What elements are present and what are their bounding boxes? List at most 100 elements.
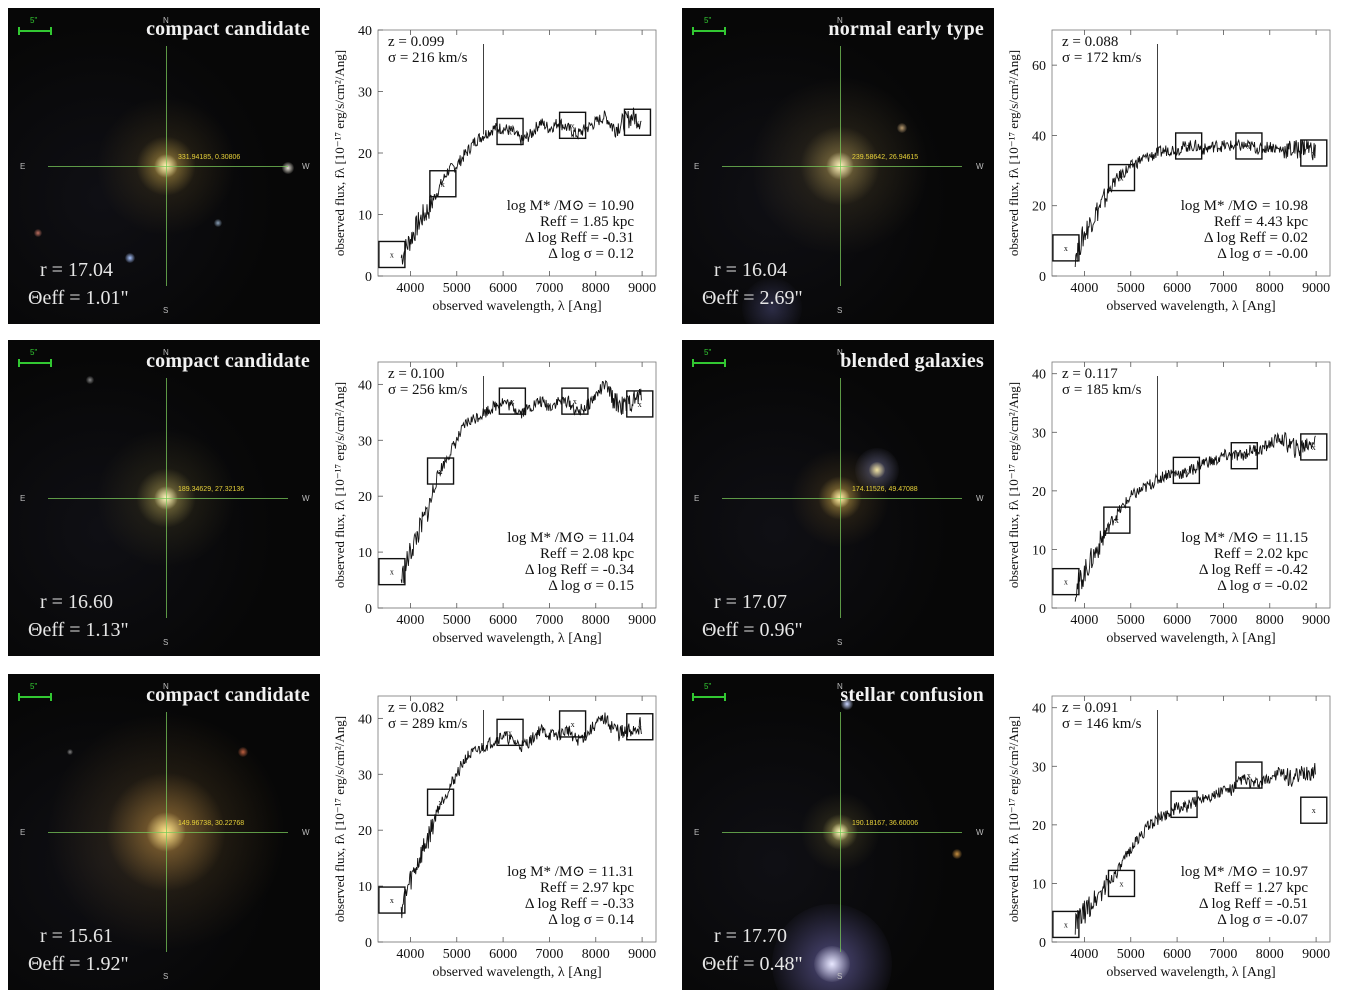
photometry-point: x bbox=[1182, 800, 1186, 809]
photometry-point: x bbox=[1184, 466, 1188, 475]
photometry-point: x bbox=[508, 127, 512, 136]
delta-log-reff-label: Δ log Reff = 0.02 bbox=[1204, 230, 1308, 246]
coordinates-label: 331.94185, 0.30806 bbox=[178, 154, 241, 161]
photometry-point: x bbox=[1312, 806, 1316, 815]
magnitude-label: r = 16.60 bbox=[40, 591, 113, 613]
y-tick-label: 40 bbox=[1032, 368, 1046, 383]
delta-log-sigma-label: Δ log σ = -0.07 bbox=[1217, 912, 1308, 928]
x-tick-label: 4000 bbox=[396, 947, 424, 962]
effective-radius-kpc-label: Reff = 4.43 kpc bbox=[1214, 214, 1308, 230]
x-tick-label: 9000 bbox=[1302, 947, 1330, 962]
x-tick-label: 9000 bbox=[628, 947, 656, 962]
galaxy-image-panel: 5" N S E W 149.96738, 30.22768 compact candida… bbox=[8, 674, 320, 990]
x-tick-label: 6000 bbox=[1163, 613, 1191, 628]
x-tick-label: 7000 bbox=[535, 947, 563, 962]
effective-radius-kpc-label: Reff = 2.08 kpc bbox=[540, 546, 634, 562]
photometry-point: x bbox=[390, 896, 394, 905]
compass-s: S bbox=[837, 306, 843, 315]
x-tick-label: 7000 bbox=[1209, 947, 1237, 962]
coordinates-label: 239.58642, 26.94615 bbox=[852, 154, 919, 161]
field-object bbox=[86, 376, 94, 384]
x-tick-label: 5000 bbox=[443, 947, 471, 962]
photometry-box bbox=[429, 170, 457, 198]
delta-log-reff-label: Δ log Reff = -0.51 bbox=[1199, 896, 1308, 912]
spectrum-chart: 4000 5000 6000 7000 8000 9000 0 10 20 30 40 x x x x x z … bbox=[332, 24, 657, 314]
delta-log-reff-label: Δ log Reff = -0.34 bbox=[525, 562, 635, 578]
crosshair-horizontal bbox=[48, 832, 288, 833]
x-tick-label: 8000 bbox=[1256, 947, 1284, 962]
spectrum-line bbox=[1074, 431, 1316, 602]
delta-log-sigma-label: Δ log σ = -0.02 bbox=[1217, 578, 1308, 594]
x-tick-label: 6000 bbox=[489, 947, 517, 962]
photometry-point: x bbox=[1120, 879, 1124, 888]
photometry-point: x bbox=[571, 121, 575, 130]
crosshair-horizontal bbox=[722, 832, 962, 833]
x-tick-label: 8000 bbox=[582, 281, 610, 296]
photometry-box bbox=[623, 108, 652, 136]
x-tick-label: 7000 bbox=[1209, 281, 1237, 296]
scale-label: 5" bbox=[704, 348, 712, 357]
compass-e: E bbox=[20, 162, 26, 171]
magnitude-label: r = 16.04 bbox=[714, 259, 787, 281]
panel-title: normal early type bbox=[828, 18, 984, 40]
velocity-dispersion-label: σ = 185 km/s bbox=[1062, 382, 1142, 398]
photometry-point: x bbox=[1064, 244, 1068, 253]
scale-bar bbox=[692, 693, 726, 701]
magnitude-label: r = 15.61 bbox=[40, 925, 113, 947]
photometry-box bbox=[626, 713, 654, 741]
photometry-point: x bbox=[390, 568, 394, 577]
redshift-label: z = 0.099 bbox=[388, 34, 444, 50]
compass-n: N bbox=[163, 682, 169, 691]
photometry-box bbox=[1230, 442, 1258, 470]
photometry-point: x bbox=[1312, 149, 1316, 158]
y-tick-label: 10 bbox=[358, 880, 372, 895]
compass-n: N bbox=[163, 348, 169, 357]
photometry-point: x bbox=[571, 720, 575, 729]
x-tick-label: 8000 bbox=[582, 947, 610, 962]
effective-radius-label: Θeff = 2.69" bbox=[702, 287, 803, 309]
field-object bbox=[869, 462, 885, 478]
photometry-point: x bbox=[441, 180, 445, 189]
x-axis-label: observed wavelength, λ [Ang] bbox=[1106, 631, 1275, 646]
photometry-point: x bbox=[390, 250, 394, 259]
photometry-box bbox=[426, 457, 455, 485]
compass-s: S bbox=[163, 638, 169, 647]
photometry-point: x bbox=[573, 397, 577, 406]
photometry-box bbox=[378, 886, 406, 914]
field-object bbox=[67, 749, 73, 755]
y-axis-label: observed flux, fλ [10⁻¹⁷ erg/s/cm²/Ang] bbox=[1006, 382, 1021, 588]
photometry-box bbox=[378, 240, 406, 269]
field-object bbox=[841, 698, 853, 710]
x-tick-label: 4000 bbox=[396, 613, 424, 628]
compass-e: E bbox=[20, 828, 26, 837]
photometry-box bbox=[1107, 869, 1136, 898]
spectrum-plot-panel: 4000 5000 6000 7000 8000 9000 0 10 20 30 40 x x x x x z … bbox=[1000, 680, 1336, 996]
coordinates-label: 149.96738, 30.22768 bbox=[178, 820, 245, 827]
y-tick-label: 10 bbox=[358, 209, 372, 224]
photometry-box bbox=[1300, 433, 1328, 461]
x-axis-label: observed wavelength, λ [Ang] bbox=[1106, 965, 1275, 980]
photometry-box bbox=[1107, 163, 1136, 192]
y-tick-label: 20 bbox=[358, 824, 372, 839]
field-object bbox=[814, 946, 850, 982]
y-tick-label: 40 bbox=[358, 24, 372, 39]
photometry-box bbox=[426, 788, 455, 816]
compass-w: W bbox=[976, 828, 984, 837]
effective-radius-kpc-label: Reff = 2.02 kpc bbox=[1214, 546, 1308, 562]
galaxy-image-panel: 5" N S E W 174.11526, 49.47088 blended galaxie… bbox=[682, 340, 994, 656]
stellar-mass-label: log M* /M⊙ = 11.15 bbox=[1181, 530, 1308, 546]
y-tick-label: 30 bbox=[358, 434, 372, 449]
y-axis-label: observed flux, fλ [10⁻¹⁷ erg/s/cm²/Ang] bbox=[332, 382, 347, 588]
y-tick-label: 30 bbox=[358, 768, 372, 783]
stellar-mass-label: log M* /M⊙ = 10.97 bbox=[1181, 864, 1309, 880]
spectrum-plot-panel: 4000 5000 6000 7000 8000 9000 0 20 40 60 x x x x x z = … bbox=[1000, 14, 1336, 330]
y-tick-label: 0 bbox=[1039, 602, 1046, 617]
photometry-point: x bbox=[1242, 452, 1246, 461]
magnitude-label: r = 17.07 bbox=[714, 591, 787, 613]
x-tick-label: 9000 bbox=[628, 281, 656, 296]
spectrum-plot-panel: 4000 5000 6000 7000 8000 9000 0 10 20 30 40 x x x x x z … bbox=[326, 14, 662, 330]
compass-e: E bbox=[694, 828, 700, 837]
y-tick-label: 0 bbox=[1039, 270, 1046, 285]
y-tick-label: 10 bbox=[1032, 543, 1046, 558]
x-tick-label: 6000 bbox=[489, 613, 517, 628]
